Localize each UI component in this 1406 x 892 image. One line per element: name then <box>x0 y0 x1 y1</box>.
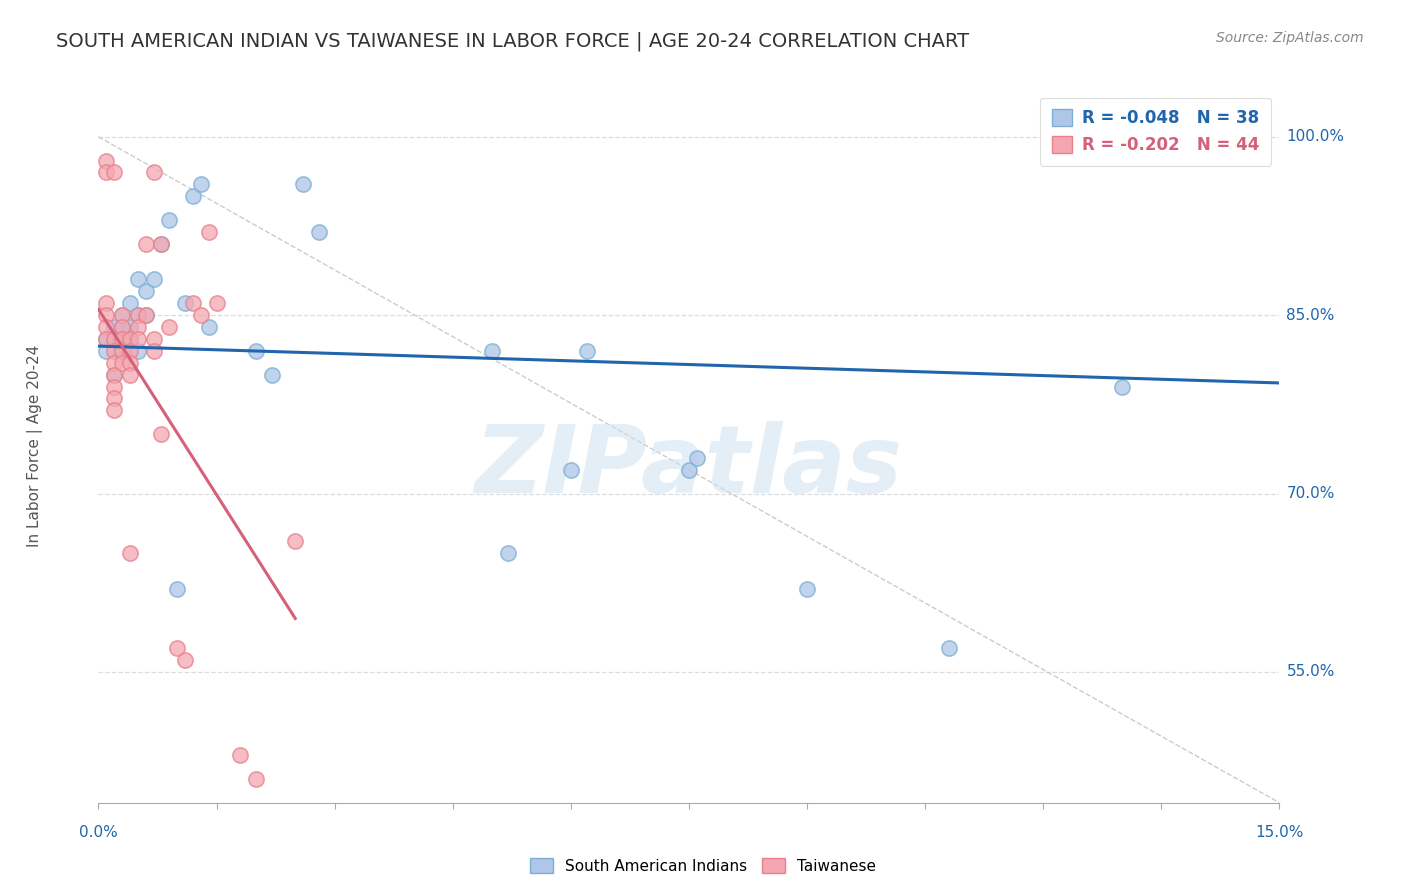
Point <box>127 332 149 346</box>
Point <box>575 343 598 358</box>
Text: In Labor Force | Age 20-24: In Labor Force | Age 20-24 <box>27 345 44 547</box>
Point <box>284 534 307 549</box>
Point <box>150 236 173 251</box>
Point <box>142 272 165 286</box>
Point <box>103 356 125 370</box>
Text: Source: ZipAtlas.com: Source: ZipAtlas.com <box>1216 31 1364 45</box>
Point <box>103 379 125 393</box>
Text: 100.0%: 100.0% <box>1286 129 1344 145</box>
Point <box>142 332 165 346</box>
Point <box>111 343 134 358</box>
Point <box>174 653 197 667</box>
Point <box>96 153 118 168</box>
Text: 85.0%: 85.0% <box>1286 308 1334 323</box>
Point <box>127 308 149 322</box>
Point <box>205 296 228 310</box>
Point <box>111 343 134 358</box>
Point <box>103 332 125 346</box>
Point <box>103 165 125 179</box>
Text: ZIPatlas: ZIPatlas <box>475 421 903 514</box>
Point <box>1111 379 1133 393</box>
Text: 15.0%: 15.0% <box>1256 825 1303 840</box>
Point <box>245 772 267 786</box>
Point <box>938 641 960 656</box>
Point <box>127 320 149 334</box>
Point <box>118 343 141 358</box>
Point <box>142 165 165 179</box>
Point <box>796 582 818 596</box>
Point <box>127 272 149 286</box>
Point <box>142 343 165 358</box>
Point <box>103 392 125 406</box>
Point <box>111 332 134 346</box>
Point <box>118 332 141 346</box>
Point <box>111 308 134 322</box>
Text: 0.0%: 0.0% <box>79 825 118 840</box>
Point <box>96 343 118 358</box>
Point <box>292 178 315 192</box>
Point <box>245 343 267 358</box>
Point <box>157 320 180 334</box>
Point <box>127 308 149 322</box>
Point <box>190 178 212 192</box>
Point <box>135 308 157 322</box>
Point <box>96 320 118 334</box>
Point <box>197 225 219 239</box>
Point <box>308 225 330 239</box>
Point <box>103 368 125 382</box>
Point <box>135 285 157 299</box>
Point <box>118 368 141 382</box>
Legend: South American Indians, Taiwanese: South American Indians, Taiwanese <box>523 852 883 880</box>
Point <box>678 463 700 477</box>
Point <box>135 236 157 251</box>
Point <box>686 450 709 465</box>
Point <box>103 343 125 358</box>
Point <box>96 296 118 310</box>
Point <box>174 296 197 310</box>
Point <box>157 213 180 227</box>
Point <box>481 343 503 358</box>
Point <box>111 308 134 322</box>
Point <box>496 546 519 560</box>
Text: 70.0%: 70.0% <box>1286 486 1334 501</box>
Point <box>118 296 141 310</box>
Text: SOUTH AMERICAN INDIAN VS TAIWANESE IN LABOR FORCE | AGE 20-24 CORRELATION CHART: SOUTH AMERICAN INDIAN VS TAIWANESE IN LA… <box>56 31 969 51</box>
Point <box>118 546 141 560</box>
Point <box>166 641 188 656</box>
Point <box>150 427 173 442</box>
Point <box>111 320 134 334</box>
Text: 55.0%: 55.0% <box>1286 665 1334 680</box>
Point <box>260 368 283 382</box>
Point <box>181 189 204 203</box>
Point <box>181 296 204 310</box>
Point <box>190 308 212 322</box>
Point <box>103 320 125 334</box>
Point <box>103 368 125 382</box>
Point <box>118 332 141 346</box>
Point <box>111 320 134 334</box>
Point <box>96 165 118 179</box>
Point <box>197 320 219 334</box>
Point <box>127 343 149 358</box>
Point <box>96 308 118 322</box>
Legend: R = -0.048   N = 38, R = -0.202   N = 44: R = -0.048 N = 38, R = -0.202 N = 44 <box>1040 97 1271 166</box>
Point <box>96 332 118 346</box>
Point <box>103 403 125 417</box>
Point <box>111 332 134 346</box>
Point <box>103 332 125 346</box>
Point <box>560 463 582 477</box>
Point <box>118 320 141 334</box>
Point <box>229 748 252 763</box>
Point <box>118 356 141 370</box>
Point <box>135 308 157 322</box>
Point <box>150 236 173 251</box>
Point <box>96 332 118 346</box>
Point <box>111 356 134 370</box>
Point <box>166 582 188 596</box>
